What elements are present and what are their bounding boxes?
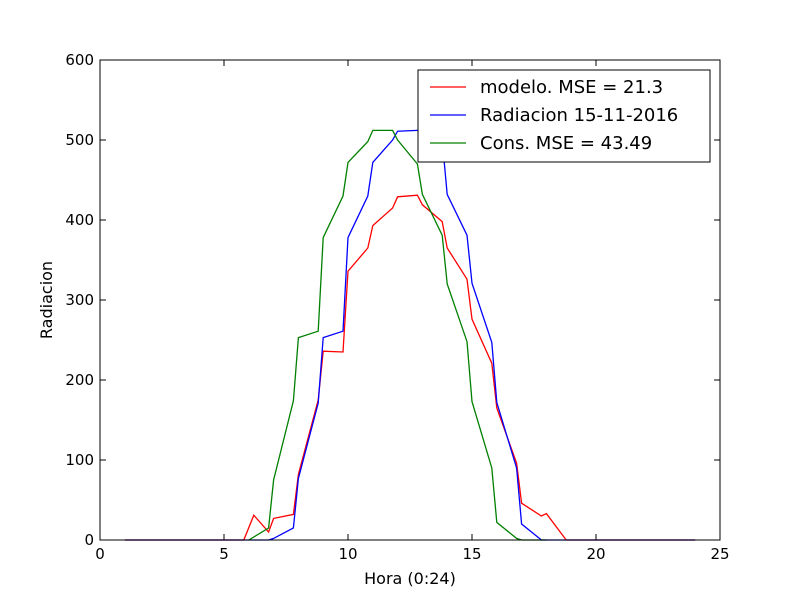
x-axis-label: Hora (0:24): [364, 569, 456, 588]
legend-label-3: Cons. MSE = 43.49: [480, 133, 652, 154]
x-tick-label: 5: [219, 545, 229, 563]
y-tick-label: 100: [65, 451, 94, 469]
legend: modelo. MSE = 21.3 Radiacion 15-11-2016 Co…: [417, 69, 711, 163]
legend-box: [417, 69, 711, 163]
y-tick-label: 500: [65, 131, 94, 149]
y-tick-label: 300: [65, 291, 94, 309]
legend-label-2: Radiacion 15-11-2016: [480, 105, 678, 126]
series-line-3: [248, 129, 547, 541]
series-line-2: [124, 129, 696, 541]
y-tick-label: 0: [84, 531, 94, 549]
x-tick-label: 0: [95, 545, 105, 563]
tick-layer: 0 5 10 15 20 25 0 100 200 300 400 500 600: [65, 51, 729, 563]
x-tick-label: 10: [338, 545, 357, 563]
y-tick-label: 400: [65, 211, 94, 229]
legend-label-1: modelo. MSE = 21.3: [480, 77, 663, 98]
x-tick-label: 20: [586, 545, 605, 563]
series-layer: [124, 129, 696, 541]
x-tick-label: 25: [710, 545, 729, 563]
y-axis-label: Radiacion: [37, 261, 56, 339]
series-line-1: [124, 194, 696, 541]
y-tick-label: 200: [65, 371, 94, 389]
y-tick-label: 600: [65, 51, 94, 69]
x-tick-label: 15: [462, 545, 481, 563]
